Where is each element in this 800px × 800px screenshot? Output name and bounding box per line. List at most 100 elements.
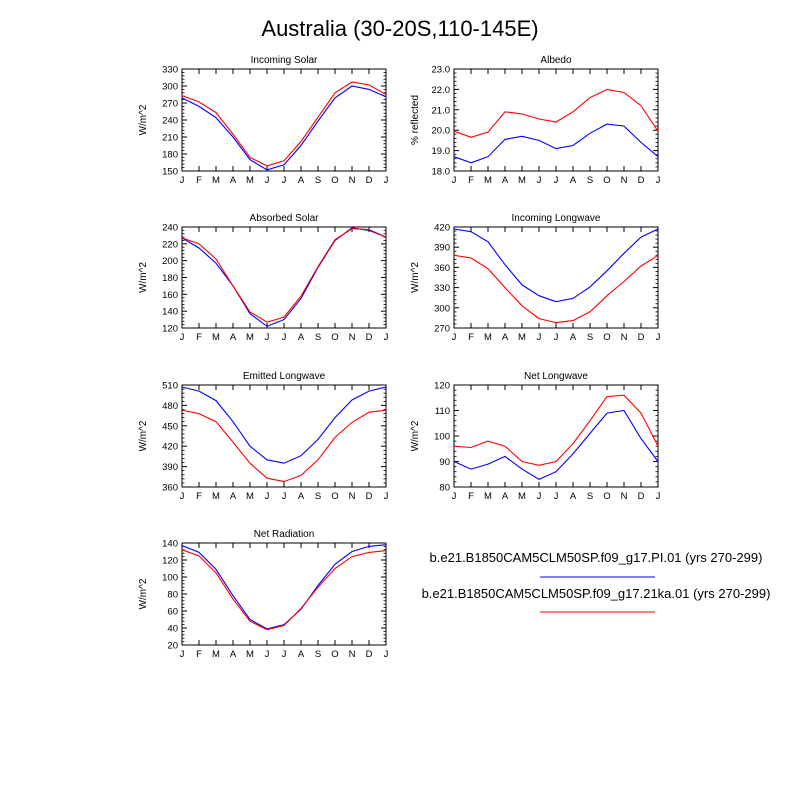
- plot-frame: [181, 68, 387, 172]
- x-tick-label: M: [212, 649, 220, 660]
- x-tick-label: J: [265, 175, 270, 186]
- x-tick-label: S: [315, 491, 321, 502]
- y-tick-label: 210: [162, 133, 178, 144]
- y-tick-label: 120: [162, 324, 178, 335]
- plot-frame: [181, 542, 387, 646]
- x-tick-label: F: [196, 649, 202, 660]
- y-tick-label: 140: [162, 307, 178, 318]
- x-tick-label: M: [246, 332, 254, 343]
- y-tick-label: 40: [167, 624, 178, 635]
- x-tick-label: M: [212, 332, 220, 343]
- legend-label-21ka: b.e21.B1850CAM5CLM50SP.f09_g17.21ka.01 (…: [422, 586, 771, 601]
- x-tick-label: J: [554, 175, 559, 186]
- x-tick-label: J: [180, 175, 185, 186]
- x-tick-label: M: [518, 491, 526, 502]
- x-tick-label: A: [230, 491, 237, 502]
- panel-title: Net Radiation: [254, 529, 315, 540]
- x-tick-label: O: [331, 491, 338, 502]
- y-tick-label: 450: [162, 421, 178, 432]
- y-tick-label: 100: [434, 432, 450, 443]
- x-tick-label: F: [196, 491, 202, 502]
- x-tick-label: D: [366, 175, 373, 186]
- y-tick-label: 120: [434, 381, 450, 392]
- x-tick-label: A: [230, 332, 237, 343]
- x-tick-label: O: [331, 332, 338, 343]
- panel-title: Emitted Longwave: [243, 371, 326, 382]
- x-tick-label: A: [502, 332, 509, 343]
- x-tick-label: N: [349, 491, 356, 502]
- series-line-21ka: [181, 228, 387, 323]
- x-tick-label: A: [230, 175, 237, 186]
- x-tick-label: J: [282, 332, 287, 343]
- y-axis-label: W/m^2: [138, 578, 149, 609]
- legend: b.e21.B1850CAM5CLM50SP.f09_g17.PI.01 (yr…: [422, 550, 771, 613]
- y-tick-label: 19.0: [432, 146, 451, 157]
- x-tick-label: J: [554, 332, 559, 343]
- x-tick-label: J: [282, 491, 287, 502]
- y-axis-label: W/m^2: [138, 262, 149, 293]
- y-tick-label: 420: [162, 442, 178, 453]
- y-axis-label: W/m^2: [138, 420, 149, 451]
- y-tick-label: 60: [167, 607, 178, 618]
- series-line-pi: [181, 227, 387, 327]
- x-tick-label: O: [603, 175, 610, 186]
- x-tick-label: J: [384, 332, 389, 343]
- y-tick-label: 20: [167, 641, 178, 652]
- plot-frame: [453, 68, 659, 172]
- x-tick-label: J: [537, 491, 542, 502]
- x-tick-label: S: [587, 175, 593, 186]
- x-tick-label: N: [621, 491, 628, 502]
- series-line-21ka: [453, 394, 659, 466]
- y-tick-label: 150: [162, 167, 178, 178]
- y-axis-label: W/m^2: [410, 262, 421, 293]
- x-tick-label: D: [638, 332, 645, 343]
- x-tick-label: J: [265, 332, 270, 343]
- x-tick-label: A: [570, 332, 577, 343]
- x-tick-label: J: [265, 649, 270, 660]
- x-tick-label: F: [468, 175, 474, 186]
- x-tick-label: J: [384, 491, 389, 502]
- x-tick-label: J: [265, 491, 270, 502]
- x-tick-label: J: [656, 332, 661, 343]
- series-line-pi: [181, 85, 387, 171]
- x-tick-label: J: [282, 175, 287, 186]
- x-tick-label: O: [331, 175, 338, 186]
- y-tick-label: 240: [162, 223, 178, 234]
- x-tick-label: S: [587, 491, 593, 502]
- x-tick-label: A: [502, 491, 509, 502]
- series-line-21ka: [181, 409, 387, 483]
- x-tick-label: F: [468, 491, 474, 502]
- y-tick-label: 480: [162, 401, 178, 412]
- legend-label-pi: b.e21.B1850CAM5CLM50SP.f09_g17.PI.01 (yr…: [430, 550, 763, 565]
- x-tick-label: M: [518, 175, 526, 186]
- x-tick-label: S: [587, 332, 593, 343]
- x-tick-label: N: [349, 175, 356, 186]
- x-tick-label: M: [484, 332, 492, 343]
- x-tick-label: N: [349, 649, 356, 660]
- y-tick-label: 110: [435, 406, 450, 417]
- x-tick-label: N: [621, 175, 628, 186]
- y-tick-label: 180: [162, 150, 178, 161]
- plot-frame: [181, 226, 387, 329]
- y-tick-label: 300: [162, 82, 178, 93]
- y-tick-label: 18.0: [432, 167, 451, 178]
- x-tick-label: O: [603, 332, 610, 343]
- x-tick-label: M: [212, 175, 220, 186]
- x-tick-label: F: [196, 332, 202, 343]
- series-line-21ka: [453, 88, 659, 138]
- y-tick-label: 180: [162, 273, 178, 284]
- y-tick-label: 420: [434, 223, 450, 234]
- panel-title: Incoming Longwave: [512, 213, 601, 224]
- y-tick-label: 100: [162, 573, 178, 584]
- y-tick-label: 20.0: [432, 126, 451, 137]
- y-tick-label: 80: [167, 590, 178, 601]
- x-tick-label: M: [484, 491, 492, 502]
- x-tick-label: A: [298, 175, 305, 186]
- x-tick-label: N: [621, 332, 628, 343]
- x-tick-label: J: [282, 649, 287, 660]
